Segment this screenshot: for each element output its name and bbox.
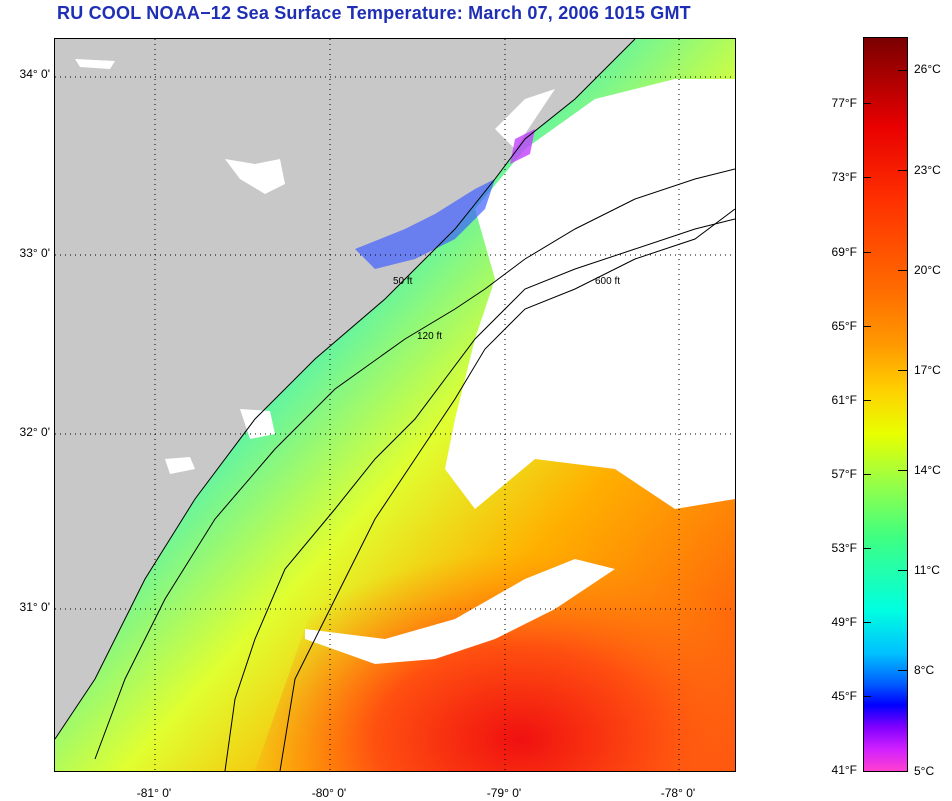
f-label-49: 49°F (831, 615, 857, 629)
contour-label-120ft: 120 ft (417, 331, 442, 342)
c-tick (898, 470, 907, 471)
c-tick (898, 170, 907, 171)
f-label-69: 69°F (831, 245, 857, 259)
sst-map-canvas: 50 ft 120 ft 600 ft (55, 39, 735, 771)
contour-50ft (94, 168, 735, 760)
c-tick (898, 70, 907, 71)
contour-label-50ft: 50 ft (393, 276, 413, 287)
f-tick (863, 400, 871, 401)
f-tick (863, 103, 871, 104)
f-label-73: 73°F (831, 170, 857, 184)
cloud-region (445, 79, 735, 509)
c-label-20: 20°C (914, 263, 941, 277)
f-label-45: 45°F (831, 689, 857, 703)
lat-label-32: 32° 0' (19, 425, 50, 439)
f-label-61: 61°F (831, 393, 857, 407)
lat-label-34: 34° 0' (19, 67, 50, 81)
c-label-14: 14°C (914, 463, 941, 477)
f-tick (863, 326, 871, 327)
c-label-11: 11°C (914, 563, 940, 577)
c-tick (898, 570, 907, 571)
coastline (55, 39, 636, 740)
lat-label-31: 31° 0' (19, 600, 50, 614)
f-label-65: 65°F (831, 319, 857, 333)
f-label-77: 77°F (831, 96, 857, 110)
c-label-17: 17°C (914, 363, 941, 377)
f-tick (863, 474, 871, 475)
lat-label-33: 33° 0' (19, 246, 50, 260)
map-title: RU COOL NOAA−12 Sea Surface Temperature:… (57, 3, 691, 23)
temperature-colorbar (863, 37, 908, 772)
sst-map[interactable]: 50 ft 120 ft 600 ft (54, 38, 736, 772)
f-label-41: 41°F (831, 763, 857, 777)
c-tick (898, 670, 907, 671)
contour-600ft (279, 208, 735, 771)
contour-120ft (224, 218, 735, 771)
c-label-5: 5°C (914, 764, 935, 778)
f-tick (863, 548, 871, 549)
lon-label-79: -79° 0' (486, 786, 522, 800)
lon-label-81: -81° 0' (136, 786, 172, 800)
c-label-23: 23°C (914, 163, 941, 177)
c-tick (898, 270, 907, 271)
f-label-53: 53°F (831, 541, 857, 555)
lon-label-80: -80° 0' (311, 786, 347, 800)
graticule (55, 39, 735, 771)
c-label-8: 8°C (914, 663, 935, 677)
c-tick (898, 370, 907, 371)
f-label-57: 57°F (831, 467, 857, 481)
contour-label-600ft: 600 ft (595, 276, 620, 287)
c-label-26: 26°C (914, 62, 941, 76)
f-tick (863, 252, 871, 253)
f-tick (863, 622, 871, 623)
f-tick (863, 177, 871, 178)
lon-label-78: -78° 0' (660, 786, 696, 800)
f-tick (863, 696, 871, 697)
